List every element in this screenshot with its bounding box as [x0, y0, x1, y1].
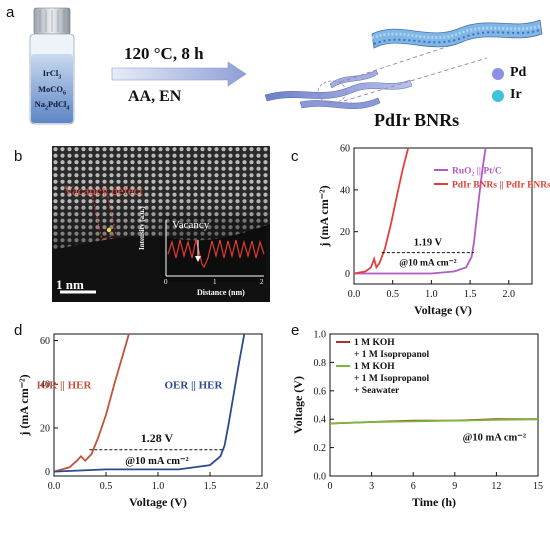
pd-legend-label: Pd: [510, 65, 527, 80]
x-tick-label: 3: [369, 481, 374, 492]
intensity-profile-line: [167, 238, 265, 269]
chart-e-stability: 0 3 6 9 12 15 0.0 0.2 0.4 0.6 0.8 1.0 Time (h) Voltag…: [291, 330, 543, 510]
atomic-ribbon-zoom: [371, 19, 543, 49]
legend-entry-2: 1 M KOH: [354, 362, 395, 372]
y-tick-label: 60: [40, 336, 50, 347]
inset-xtick-1: 1: [213, 278, 217, 286]
voltage-gap-label: 1.28 V: [141, 431, 174, 445]
x-tick-label: 0: [328, 481, 333, 492]
x-tick-label: 9: [452, 481, 457, 492]
y-tick-label: 20: [340, 227, 350, 238]
series-label-ior: IOR || HER: [36, 380, 92, 392]
legend-entry-0: RuO₂ || Pt/C: [452, 167, 502, 177]
legend-entry-0: 1 M KOH: [354, 338, 395, 348]
current-density-label: @10 mA cm⁻²: [399, 259, 456, 269]
y-tick-label: 0: [45, 467, 50, 478]
scale-bar-label: 1 nm: [56, 277, 84, 292]
current-density-label: @10 mA cm⁻²: [125, 456, 188, 467]
inset-ylabel: Intensity (a.u.): [138, 206, 146, 250]
y-tick-label: 0.8: [314, 358, 327, 369]
plot-frame: [53, 333, 263, 477]
y-tick-label: 40: [40, 380, 50, 391]
y-axis-label: j (mA cm⁻²): [17, 374, 31, 436]
panel-label-a: a: [6, 4, 15, 21]
y-tick-label: 0.0: [314, 472, 327, 483]
panel-label-e: e: [291, 322, 300, 339]
vacancy-defect-label: Vacancy defect: [64, 183, 144, 198]
voltage-gap-label: 1.19 V: [414, 238, 443, 249]
y-axis-label: j (mA cm⁻²): [317, 185, 331, 247]
series-label-oer: OER || HER: [164, 380, 223, 392]
pd-legend-dot: [492, 68, 504, 80]
x-tick-label: 15: [533, 481, 543, 492]
x-axis-label: Voltage (V): [414, 303, 472, 317]
x-tick-label: 1.5: [204, 481, 217, 492]
x-tick-label: 1.0: [152, 481, 165, 492]
ir-legend-dot: [492, 90, 504, 102]
x-tick-label: 0.5: [386, 289, 399, 300]
chart-d-polarization: 0.0 0.5 1.0 1.5 2.0 0 20 40 60 Voltage (V) j (mA c…: [17, 333, 269, 509]
panel-label-d: d: [14, 322, 23, 339]
y-tick-label: 0.6: [314, 386, 327, 397]
x-tick-label: 12: [491, 481, 501, 492]
series-line-1: [329, 418, 539, 425]
plot-frame: [353, 147, 533, 285]
condition-reagents: AA, EN: [128, 88, 182, 105]
x-tick-label: 0.0: [48, 481, 61, 492]
x-tick-label: 1.0: [425, 289, 438, 300]
vacancy-label: Vacancy: [172, 219, 210, 231]
x-tick-label: 1.5: [464, 289, 477, 300]
inset-xtick-0: 0: [164, 278, 168, 286]
reaction-arrow: [111, 61, 247, 87]
vacancy-defect-marker: [91, 187, 117, 241]
legend-entry-4: + Seawater: [354, 386, 400, 396]
chart-c-polarization: 0.0 0.5 1.0 1.5 2.0 0 20 40 60 Voltage (V) j (mA c…: [317, 144, 550, 318]
current-density-label: @10 mA cm⁻²: [463, 433, 526, 444]
y-tick-label: 40: [340, 185, 350, 196]
y-tick-label: 60: [340, 144, 350, 155]
y-tick-label: 0.2: [314, 443, 327, 454]
panel-label-b: b: [14, 148, 23, 165]
x-tick-label: 0.0: [348, 289, 361, 300]
panel-label-c: c: [291, 148, 299, 165]
x-tick-label: 0.5: [100, 481, 113, 492]
x-axis-label: Time (h): [412, 495, 456, 509]
condition-temperature-time: 120 °C, 8 h: [124, 44, 204, 63]
y-axis-label: Voltage (V): [291, 376, 305, 434]
x-axis-label: Voltage (V): [129, 495, 187, 509]
inset-xlabel: Distance (nm): [197, 288, 245, 297]
legend-entry-1: + 1 M Isopropanol: [354, 350, 430, 360]
reaction-vial: [29, 7, 75, 125]
panel-b-tem-image: [52, 146, 270, 302]
plot-frame: [329, 333, 539, 477]
y-tick-label: 1.0: [314, 330, 327, 341]
x-tick-label: 6: [411, 481, 416, 492]
x-tick-label: 2.0: [256, 481, 269, 492]
y-tick-label: 0.4: [314, 415, 327, 426]
product-label: PdIr BNRs: [374, 110, 460, 130]
panel-a-schematic: [29, 7, 543, 125]
legend-entry-1: PdIr BNRs || PdIr BNRs: [452, 181, 550, 191]
series-line-0: [354, 147, 487, 275]
y-tick-label: 20: [40, 423, 50, 434]
series-line-1: [53, 333, 246, 473]
x-tick-label: 2.0: [503, 289, 516, 300]
ir-legend-label: Ir: [510, 87, 522, 102]
legend-entry-3: + 1 M Isopropanol: [354, 374, 430, 384]
y-tick-label: 0: [345, 269, 350, 280]
inset-xtick-2: 2: [260, 278, 264, 286]
series-line-0: [53, 333, 130, 473]
pdir-nanoribbons: [264, 69, 413, 109]
vial-label: IrCl3 MoCO6 Na2PdCl4: [34, 68, 70, 113]
series-line-1: [353, 147, 410, 275]
